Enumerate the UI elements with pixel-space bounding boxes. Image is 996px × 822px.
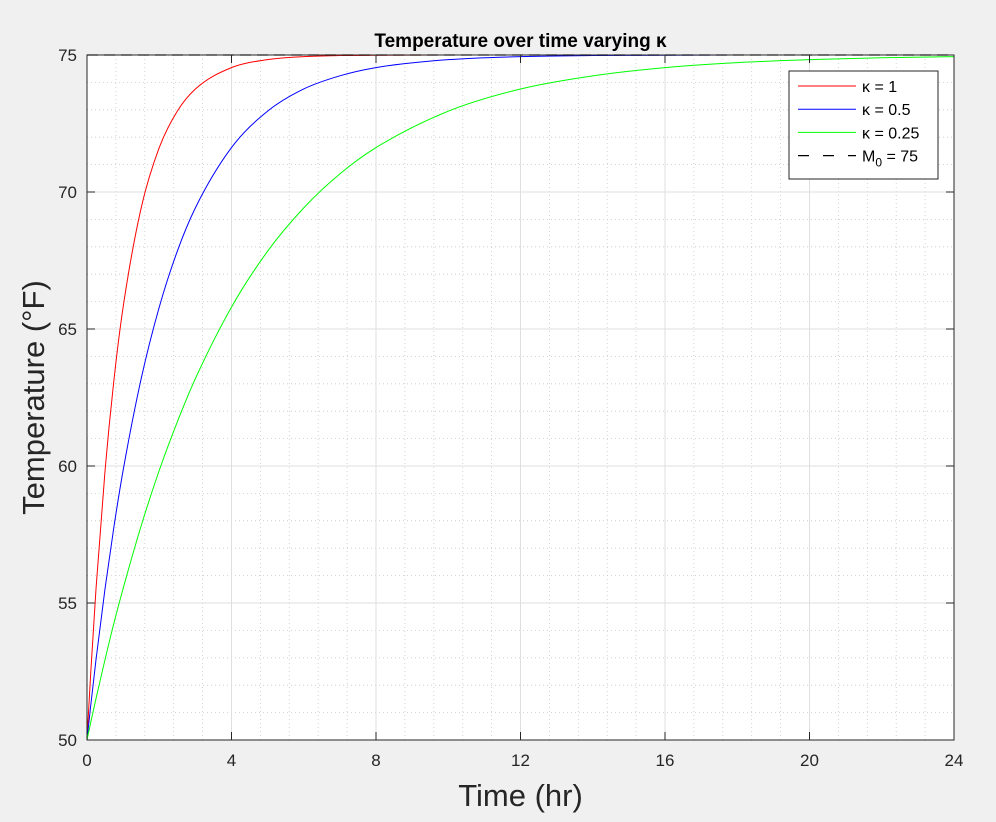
legend-label-1: κ = 1 (862, 79, 897, 96)
y-tick-label: 60 (58, 457, 77, 476)
x-tick-label: 4 (227, 751, 236, 770)
y-tick-label: 70 (58, 183, 77, 202)
x-tick-label: 12 (511, 751, 530, 770)
legend-box (788, 70, 939, 180)
x-tick-label: 0 (82, 751, 91, 770)
legend-label-4: M0 = 75 (862, 149, 918, 170)
ticks (86, 54, 955, 741)
x-tick-label: 20 (800, 751, 819, 770)
series-line-3 (86, 56, 955, 741)
y-tick-label: 55 (58, 594, 77, 613)
y-tick-label: 65 (58, 320, 77, 339)
legend-label-3: κ = 0.25 (862, 125, 919, 142)
y-tick-label: 75 (58, 46, 77, 65)
x-axis-label: Time (hr) (458, 778, 583, 813)
chart-title: Temperature over time varying κ (374, 31, 667, 52)
x-tick-label: 24 (945, 751, 964, 770)
x-tick-label: 8 (371, 751, 380, 770)
legend-label-2: κ = 0.5 (862, 102, 911, 119)
x-tick-label: 16 (656, 751, 675, 770)
legend[interactable]: κ = 1 κ = 0.5 κ = 0.25 M0 = 75 (788, 70, 939, 180)
y-tick-label: 50 (58, 731, 77, 750)
y-axis-label: Temperature (°F) (16, 280, 51, 515)
tick-labels: 0 4 8 12 16 20 24 50 55 60 65 70 75 (58, 46, 963, 770)
